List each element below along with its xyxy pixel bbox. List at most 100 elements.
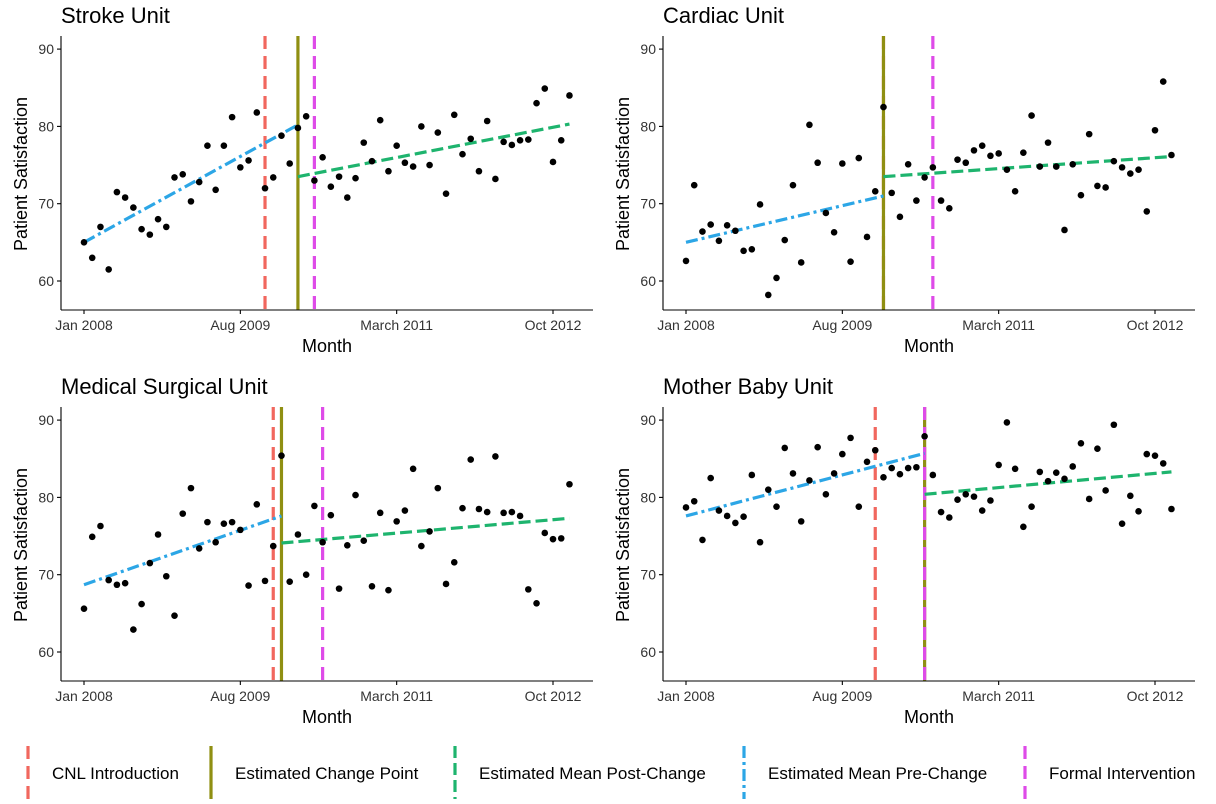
- data-point: [995, 461, 1002, 469]
- x-tick-label: Oct 2012: [525, 317, 582, 333]
- data-point: [822, 209, 830, 217]
- x-axis-title: Month: [302, 707, 352, 727]
- post-change-mean-line: [297, 122, 570, 179]
- data-point: [781, 444, 789, 452]
- data-point: [888, 464, 896, 472]
- data-point: [187, 484, 195, 492]
- data-point: [121, 194, 129, 201]
- y-tick-label: 60: [640, 644, 656, 660]
- data-point: [1168, 505, 1175, 513]
- data-point: [385, 167, 392, 175]
- data-point: [459, 150, 466, 158]
- data-point: [343, 542, 351, 549]
- y-axis-title: Patient Satisfaction: [613, 468, 633, 622]
- data-point: [368, 582, 376, 590]
- data-point: [1151, 126, 1159, 134]
- data-point: [113, 581, 121, 589]
- data-point: [492, 453, 499, 460]
- data-point: [1143, 208, 1151, 215]
- x-tick-label: Jan 2008: [55, 688, 113, 704]
- data-point: [1110, 157, 1118, 165]
- data-point: [237, 164, 244, 171]
- y-tick-label: 70: [640, 196, 656, 212]
- data-point: [162, 223, 170, 231]
- data-point: [97, 223, 104, 231]
- data-point: [146, 231, 154, 238]
- data-point: [1151, 452, 1159, 459]
- data-point: [764, 486, 772, 493]
- post-change-mean-line: [883, 154, 1172, 179]
- data-point: [154, 215, 162, 223]
- data-point: [80, 239, 88, 246]
- data-point: [690, 497, 698, 505]
- data-point: [302, 113, 310, 120]
- data-point: [154, 531, 162, 538]
- y-tick-label: 70: [38, 567, 54, 583]
- data-point: [896, 213, 904, 221]
- data-point: [483, 508, 491, 516]
- data-point: [740, 513, 747, 521]
- data-point: [80, 605, 88, 613]
- data-point: [533, 600, 540, 607]
- data-point: [335, 585, 343, 592]
- y-tick-label: 60: [38, 273, 54, 289]
- y-axis-title: Patient Satisfaction: [11, 468, 31, 622]
- data-point: [970, 493, 978, 500]
- x-tick-label: Oct 2012: [1127, 688, 1184, 704]
- data-point: [360, 537, 368, 544]
- data-point: [1110, 421, 1118, 429]
- data-point: [945, 205, 953, 212]
- data-point: [525, 586, 532, 593]
- data-point: [409, 163, 417, 170]
- data-point: [756, 201, 764, 208]
- data-point: [130, 626, 137, 633]
- x-tick-label: March 2011: [360, 317, 433, 333]
- data-point: [179, 171, 187, 178]
- data-point: [253, 109, 261, 116]
- data-point: [830, 470, 838, 477]
- data-point: [393, 142, 400, 150]
- data-point: [220, 142, 228, 150]
- data-point: [1135, 166, 1142, 173]
- data-point: [855, 154, 863, 162]
- data-point: [327, 183, 335, 190]
- legend-label: CNL Introduction: [52, 764, 179, 783]
- x-tick-label: Oct 2012: [1127, 317, 1184, 333]
- data-point: [352, 491, 359, 499]
- data-point: [1069, 463, 1077, 470]
- chart-title: Cardiac Unit: [663, 3, 784, 28]
- data-point: [707, 474, 714, 482]
- data-point: [773, 503, 780, 510]
- data-point: [352, 174, 359, 182]
- x-tick-label: Jan 2008: [657, 688, 715, 704]
- chart-title: Mother Baby Unit: [663, 374, 833, 399]
- data-point: [261, 184, 269, 192]
- y-tick-label: 70: [38, 196, 54, 212]
- data-point: [937, 197, 945, 204]
- x-tick-label: Jan 2008: [657, 317, 715, 333]
- data-point: [1003, 166, 1011, 173]
- x-tick-label: March 2011: [360, 688, 433, 704]
- data-point: [525, 136, 532, 143]
- data-point: [954, 156, 961, 163]
- data-point: [319, 538, 326, 546]
- data-point: [888, 189, 896, 197]
- data-point: [171, 612, 178, 619]
- data-point: [913, 197, 920, 204]
- data-point: [434, 129, 442, 136]
- data-point: [401, 159, 409, 167]
- data-point: [245, 582, 252, 589]
- data-point: [442, 190, 450, 197]
- data-point: [88, 533, 96, 541]
- data-point: [467, 456, 475, 463]
- data-point: [105, 576, 112, 584]
- data-point: [516, 137, 524, 144]
- data-point: [516, 512, 524, 520]
- x-tick-label: March 2011: [962, 688, 1035, 704]
- data-point: [97, 522, 104, 530]
- chart-title: Medical Surgical Unit: [61, 374, 268, 399]
- data-point: [195, 178, 203, 186]
- data-point: [764, 291, 772, 299]
- data-point: [426, 528, 433, 535]
